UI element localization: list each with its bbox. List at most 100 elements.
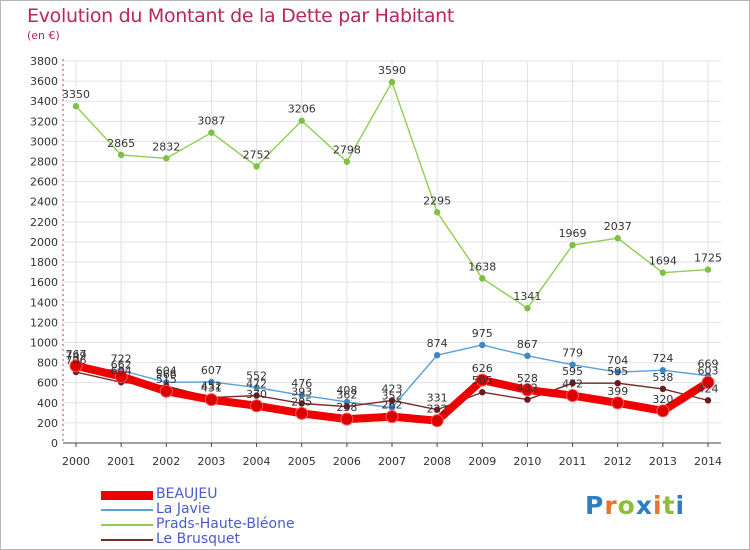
y-tick-label: 400 <box>37 397 58 410</box>
data-point <box>524 304 531 312</box>
data-point <box>569 379 576 387</box>
data-label: 2865 <box>107 137 135 150</box>
y-tick-label: 3600 <box>30 75 58 88</box>
x-tick-label: 2010 <box>513 455 541 468</box>
y-tick-label: 3400 <box>30 95 58 108</box>
data-label: 528 <box>517 372 538 385</box>
data-point <box>614 379 621 387</box>
y-tick-label: 600 <box>37 377 58 390</box>
data-point <box>520 383 534 397</box>
data-label: 476 <box>291 377 312 390</box>
data-point <box>298 391 305 399</box>
data-point <box>69 359 83 373</box>
y-tick-label: 0 <box>51 437 58 450</box>
data-label: 295 <box>291 395 312 408</box>
data-label: 604 <box>156 364 177 377</box>
data-point <box>253 163 260 170</box>
y-tick-label: 3800 <box>30 55 58 68</box>
data-label: 431 <box>201 382 222 395</box>
data-point <box>659 385 667 393</box>
data-label: 1969 <box>559 227 587 240</box>
legend-swatch-prads <box>101 524 153 526</box>
data-point <box>388 404 396 411</box>
data-label: 722 <box>111 352 132 365</box>
data-point <box>433 209 441 216</box>
data-point <box>298 117 305 124</box>
data-label: 749 <box>66 350 87 363</box>
data-point <box>340 412 354 426</box>
y-tick-label: 2600 <box>30 176 58 189</box>
data-label: 662 <box>111 358 132 371</box>
data-point <box>479 341 486 349</box>
data-label: 370 <box>246 388 267 401</box>
data-point <box>479 389 486 396</box>
data-label: 2798 <box>333 144 361 157</box>
data-point <box>208 378 215 386</box>
data-point <box>208 129 215 136</box>
data-point <box>659 367 667 374</box>
legend-label-le-brusquet: Le Brusquet <box>156 531 241 547</box>
legend-swatch-la-javie <box>101 509 153 511</box>
data-label: 3087 <box>197 115 225 128</box>
logo-letter: x <box>635 491 653 520</box>
data-label: 472 <box>246 378 267 391</box>
proxiti-logo: Proxiti <box>585 491 685 520</box>
legend-label-la-javie: La Javie <box>156 501 211 517</box>
data-label: 595 <box>562 365 583 378</box>
data-label: 362 <box>336 389 357 402</box>
data-point <box>253 384 260 391</box>
data-point <box>159 384 173 398</box>
data-label: 408 <box>336 384 357 397</box>
data-point <box>163 155 170 162</box>
data-point <box>433 406 441 413</box>
data-point <box>114 369 128 383</box>
data-point <box>298 400 305 407</box>
data-label: 2037 <box>604 220 632 233</box>
data-label: 3350 <box>62 88 90 101</box>
data-point <box>388 78 396 86</box>
logo-letter: P <box>585 491 605 520</box>
data-label: 607 <box>201 364 222 377</box>
data-point <box>704 397 712 404</box>
data-point <box>614 369 621 376</box>
y-tick-label: 3200 <box>30 115 58 128</box>
data-label: 472 <box>562 378 583 391</box>
data-label: 1694 <box>649 255 677 268</box>
data-point <box>569 361 576 368</box>
data-label: 2832 <box>152 140 180 153</box>
data-point <box>250 399 264 413</box>
logo-letter: o <box>617 491 636 520</box>
data-label: 222 <box>427 403 448 416</box>
data-label: 3590 <box>378 64 406 77</box>
data-label: 432 <box>517 382 538 395</box>
data-point <box>659 269 667 276</box>
x-tick-label: 2004 <box>243 455 271 468</box>
logo-letter: i <box>675 491 686 520</box>
logo-letter: i <box>653 491 663 520</box>
data-point <box>343 158 351 165</box>
x-tick-label: 2007 <box>378 455 406 468</box>
y-tick-label: 200 <box>37 417 58 430</box>
data-label: 669 <box>698 358 719 371</box>
data-label: 515 <box>156 373 177 386</box>
data-point <box>430 414 444 428</box>
data-point <box>343 398 351 406</box>
data-label: 867 <box>517 338 538 351</box>
data-point <box>611 396 625 410</box>
data-point <box>524 396 531 403</box>
data-label: 975 <box>472 327 493 340</box>
data-label: 704 <box>607 354 628 367</box>
data-label: 352 <box>382 390 403 403</box>
data-label: 874 <box>427 337 448 350</box>
data-point <box>295 406 309 420</box>
x-tick-label: 2009 <box>468 455 496 468</box>
data-label: 779 <box>562 347 583 360</box>
chart-title: Evolution du Montant de la Dette par Hab… <box>27 5 455 27</box>
data-point <box>343 403 351 410</box>
data-label: 399 <box>607 385 628 398</box>
x-tick-label: 2014 <box>694 455 722 468</box>
data-point <box>566 389 580 403</box>
data-point <box>72 103 80 110</box>
